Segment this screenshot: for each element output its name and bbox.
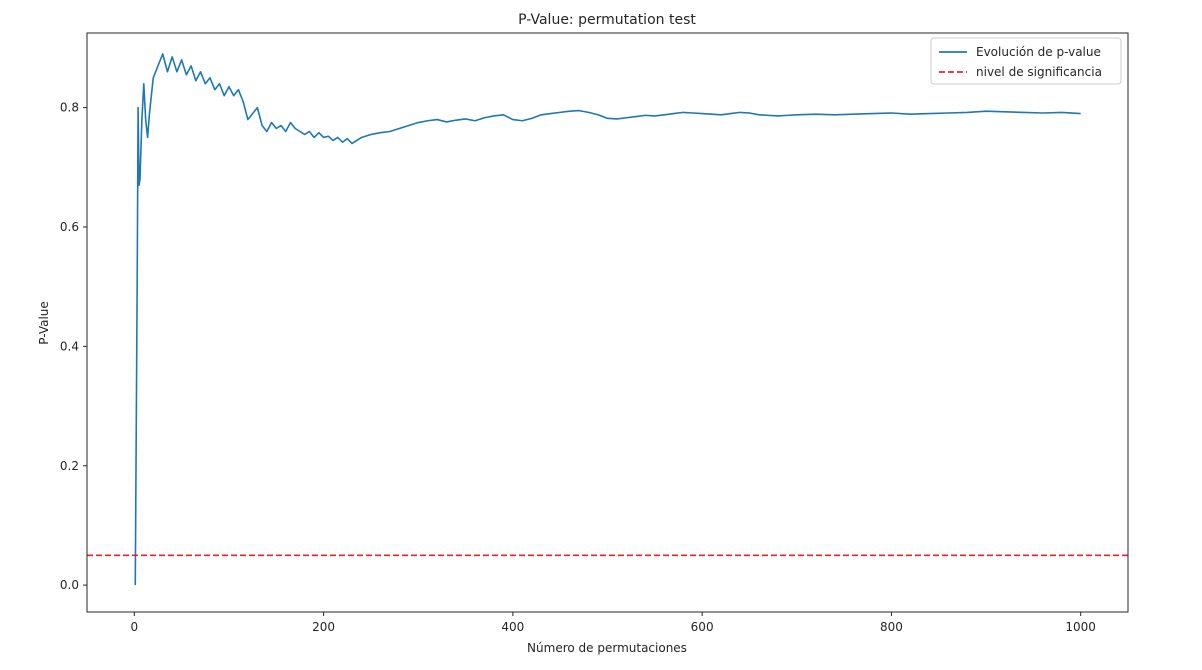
legend-label-0: Evolución de p-value [976, 45, 1101, 59]
x-tick-label: 200 [312, 620, 335, 634]
y-axis-label: P-Value [37, 301, 51, 345]
plot-frame [86, 32, 1129, 613]
y-tick-label: 0.8 [60, 101, 79, 115]
x-tick-label: 600 [691, 620, 714, 634]
plot-area [87, 53, 1128, 586]
series-line-0 [134, 53, 1081, 586]
y-tick-label: 0.0 [60, 578, 79, 592]
y-tick-label: 0.2 [60, 459, 79, 473]
y-tick-label: 0.6 [60, 220, 79, 234]
x-tick-label: 0 [130, 620, 138, 634]
chart-title: P-Value: permutation test [518, 12, 696, 28]
legend-box [930, 37, 1122, 85]
y-tick-label: 0.4 [60, 339, 79, 353]
x-tick-label: 1000 [1065, 620, 1096, 634]
legend: Evolución de p-value nivel de significanc… [930, 37, 1122, 85]
x-tick-label: 800 [880, 620, 903, 634]
legend-label-1: nivel de significancia [976, 65, 1102, 79]
x-axis-label: Número de permutaciones [527, 641, 687, 655]
x-tick-label: 400 [501, 620, 524, 634]
x-axis: 0 200 400 600 800 1000 [130, 612, 1096, 634]
y-axis: 0.0 0.2 0.4 0.6 0.8 [60, 101, 87, 592]
